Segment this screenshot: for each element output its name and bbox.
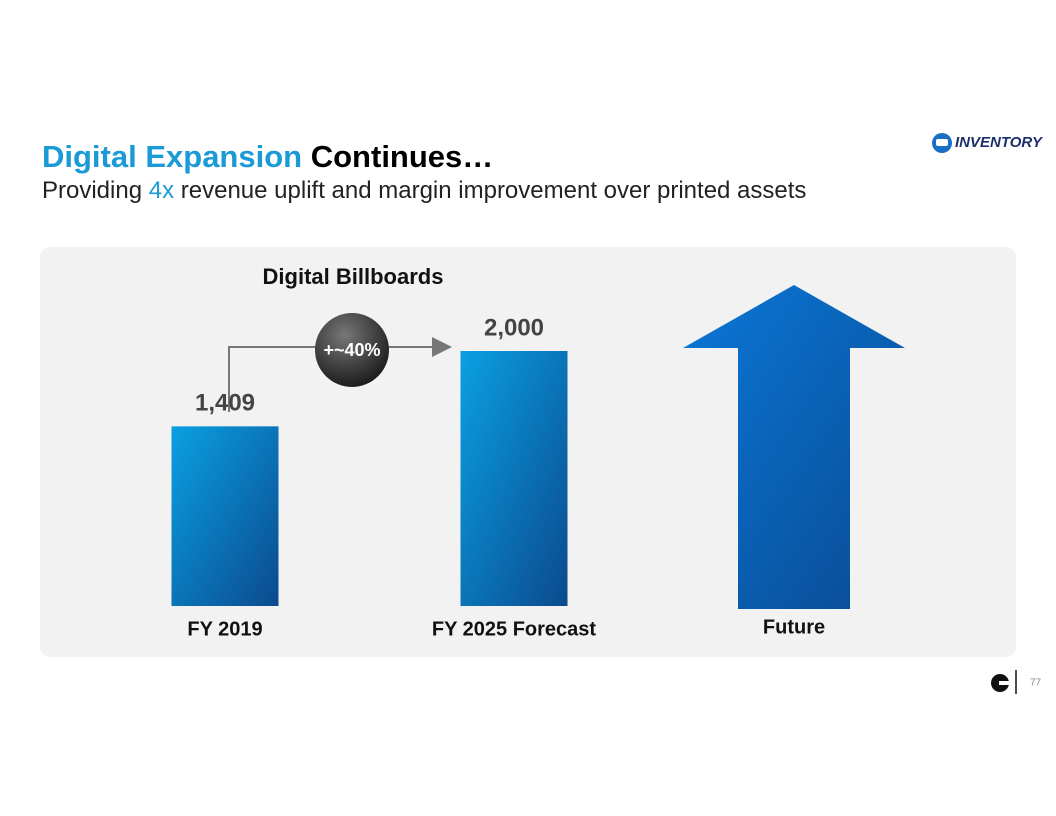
x-tick-label: Future [763,616,825,638]
title-rest: Continues… [310,139,494,174]
annotation: +~40% [323,340,380,360]
x-tick-label: FY 2025 Forecast [432,618,597,640]
logo-text: INVENTORY [955,134,1044,151]
title-highlight: Digital Expansion [42,139,303,174]
value-label: 2,000 [484,314,544,341]
annotation-circle [315,313,389,387]
page-number: 77 [1030,678,1042,689]
chart-panel [40,247,1016,657]
bar [171,426,279,606]
logo: INVENTORY [932,133,1044,153]
subtitle-text: revenue uplift and margin improvement ov… [180,177,807,204]
connector-arrow [228,337,452,412]
footer-logo [991,670,1017,694]
x-tick-label: FY 2019 [187,618,262,640]
slide-subtitle: Providing 4x revenue uplift and margin i… [42,177,806,205]
chart-title: Digital Billboards [263,264,444,289]
value-label: 1,409 [195,390,255,417]
subtitle-highlight: 4x [148,177,175,204]
bar [460,351,568,606]
slide-title: Digital Expansion Continues… [42,139,493,175]
subtitle-text: Providing [42,177,143,204]
future-arrow [683,285,905,609]
